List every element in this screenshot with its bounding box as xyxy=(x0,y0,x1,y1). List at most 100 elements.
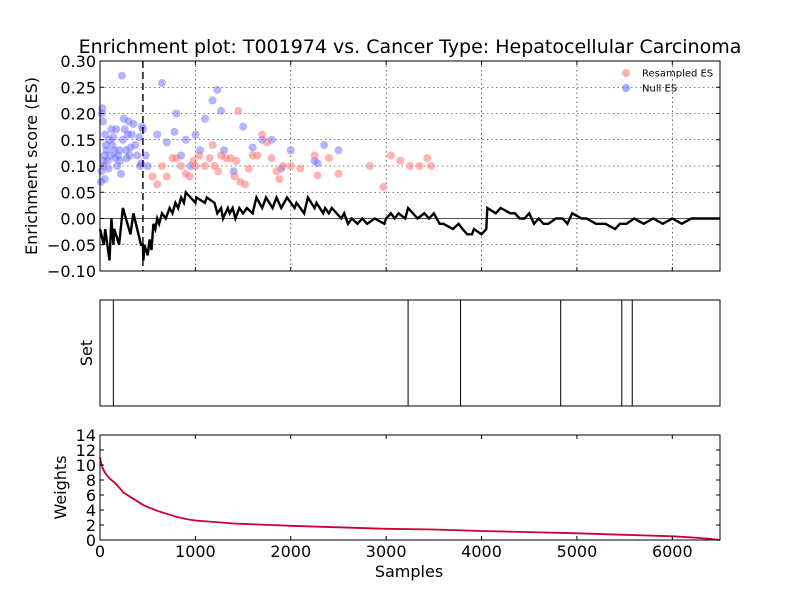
null-es-point xyxy=(118,135,127,144)
x-tick-label: 4000 xyxy=(461,542,502,561)
x-tick-label: 2000 xyxy=(270,542,311,561)
null-es-point xyxy=(135,133,144,142)
legend-marker-resampled-es xyxy=(622,69,630,77)
resampled-es-point xyxy=(296,164,305,173)
resampled-es-point xyxy=(415,162,424,170)
x-tick-label: 0 xyxy=(95,542,105,561)
es-ticks xyxy=(99,60,720,272)
resampled-es-point xyxy=(313,171,322,180)
chart-title: Enrichment plot: T001974 vs. Cancer Type… xyxy=(79,36,742,58)
resampled-es-point xyxy=(334,169,343,178)
resampled-es-point xyxy=(365,162,374,170)
es-y-tick-label: 0.20 xyxy=(60,105,96,124)
x-tick-labels: 0 1000 2000 3000 4000 5000 6000 xyxy=(95,542,693,561)
resampled-es-point xyxy=(148,172,157,181)
null-es-point xyxy=(217,106,226,115)
null-es-point xyxy=(200,114,209,123)
resampled-es-point xyxy=(426,162,435,170)
es-y-tick-label: 0.05 xyxy=(60,183,96,202)
null-es-point xyxy=(117,71,126,80)
resampled-es-point xyxy=(153,180,162,189)
set-panel: Set xyxy=(77,299,721,407)
weights-curve xyxy=(99,457,721,541)
null-es-point xyxy=(131,141,140,149)
null-es-point xyxy=(129,120,138,128)
null-es-point xyxy=(213,85,222,94)
null-es-point xyxy=(143,162,152,170)
resampled-es-point xyxy=(234,106,243,115)
resampled-es-point xyxy=(185,172,194,181)
x-tick-label: 3000 xyxy=(366,542,407,561)
es-y-tick-label: 0.15 xyxy=(60,131,96,150)
null-es-point xyxy=(248,143,257,152)
resampled-es-points xyxy=(148,106,435,191)
resampled-es-point xyxy=(208,141,217,149)
weights-y-tick-label: 4 xyxy=(86,501,96,520)
resampled-es-point xyxy=(162,172,171,181)
resampled-es-point xyxy=(232,156,241,165)
null-es-point xyxy=(104,164,113,173)
set-y-axis-label: Set xyxy=(77,340,96,366)
resampled-es-point xyxy=(406,162,414,170)
resampled-es-point xyxy=(240,180,249,189)
null-es-point xyxy=(116,156,125,165)
resampled-es-point xyxy=(262,138,271,147)
resampled-es-point xyxy=(253,151,262,160)
x-tick-label: 6000 xyxy=(652,542,693,561)
null-es-point xyxy=(116,169,125,178)
es-y-tick-label: −0.05 xyxy=(47,236,96,255)
weights-y-tick-label: 10 xyxy=(76,456,96,475)
null-es-point xyxy=(141,151,150,160)
x-axis-label: Samples xyxy=(375,562,443,581)
null-es-point xyxy=(208,96,217,105)
resampled-es-point xyxy=(279,162,288,170)
null-es-point xyxy=(115,146,124,155)
null-es-point xyxy=(100,175,109,184)
null-es-point xyxy=(239,122,248,131)
weights-y-tick-label: 0 xyxy=(86,531,96,550)
weights-y-tick-label: 8 xyxy=(86,471,96,490)
es-panel: −0.10 −0.05 0.00 0.05 0.10 0.15 0.20 0.25 0.30 E… xyxy=(22,52,721,281)
null-es-point xyxy=(127,130,136,139)
null-es-point xyxy=(170,127,179,136)
es-y-tick-label: −0.10 xyxy=(47,262,96,281)
null-es-point xyxy=(181,135,190,144)
null-es-point xyxy=(320,141,329,149)
resampled-es-point xyxy=(200,162,209,170)
resampled-es-point xyxy=(172,154,181,163)
es-y-tick-label: 0.00 xyxy=(60,210,96,229)
resampled-es-point xyxy=(286,162,295,170)
weights-y-tick-label: 6 xyxy=(86,486,96,505)
null-es-point xyxy=(191,130,200,139)
null-es-point xyxy=(109,133,118,142)
weights-axes-frame xyxy=(99,434,721,541)
resampled-es-point xyxy=(267,154,276,163)
legend: Resampled ES Null ES xyxy=(622,69,713,95)
weights-y-tick-label: 14 xyxy=(76,426,96,445)
legend-label-resampled-es: Resampled ES xyxy=(642,69,713,80)
resampled-es-point xyxy=(324,154,333,163)
resampled-es-point xyxy=(158,162,166,170)
es-y-tick-label: 0.10 xyxy=(60,157,96,176)
null-es-point xyxy=(133,151,142,160)
weights-y-tick-label: 2 xyxy=(86,516,96,535)
null-es-point xyxy=(112,125,121,134)
resampled-es-point xyxy=(258,130,267,139)
null-es-point xyxy=(153,130,162,139)
null-es-point xyxy=(334,146,343,155)
es-y-tick-labels: −0.10 −0.05 0.00 0.05 0.10 0.15 0.20 0.25 0.30 xyxy=(47,52,96,281)
es-y-axis-label: Enrichment score (ES) xyxy=(22,77,41,255)
null-es-point xyxy=(313,159,322,168)
null-es-point xyxy=(172,109,181,118)
set-hit-lines xyxy=(112,300,633,406)
resampled-es-point xyxy=(423,154,432,163)
resampled-es-point xyxy=(396,156,405,165)
null-es-point xyxy=(286,146,295,155)
resampled-es-point xyxy=(275,175,284,184)
weights-y-tick-label: 12 xyxy=(76,441,96,460)
resampled-es-point xyxy=(230,172,239,181)
null-es-point xyxy=(98,117,107,126)
null-es-point xyxy=(125,151,134,160)
